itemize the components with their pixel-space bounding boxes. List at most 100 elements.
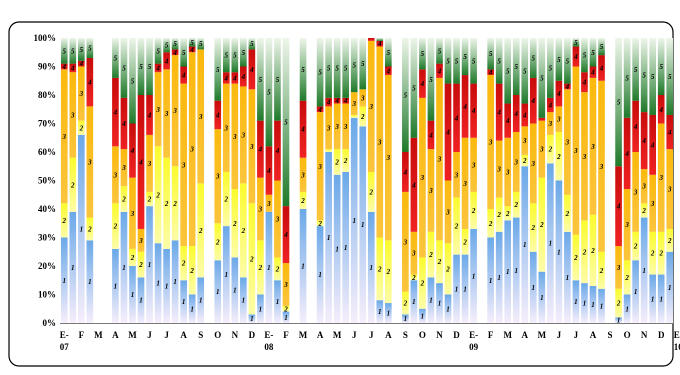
bar-segment-3 — [188, 52, 196, 247]
bar-segment-4 — [214, 100, 222, 130]
bar-segment-5 — [444, 38, 452, 84]
segment-value-label: 2 — [258, 264, 263, 272]
bar-segment-5 — [623, 38, 631, 118]
bar-segment-1 — [120, 211, 128, 323]
bar-segment-5 — [112, 38, 119, 78]
segment-value-label: 5 — [446, 57, 450, 65]
segment-value-label: 3 — [351, 100, 356, 108]
segment-value-label: 5 — [182, 49, 186, 57]
bar-segment-4 — [666, 114, 674, 150]
bar-segment-3 — [529, 123, 537, 204]
bar-group: 1 3 5 — [350, 38, 358, 323]
segment-value-label: 3 — [147, 160, 152, 168]
segment-value-label: 3 — [172, 107, 177, 115]
bar-segment-4 — [180, 66, 187, 84]
bar-segment-4 — [77, 60, 85, 67]
segment-value-label: 4 — [138, 158, 143, 166]
bar-group: 1 2 3 5 — [359, 38, 367, 323]
bar-segment-4 — [342, 97, 349, 104]
segment-value-label: 2 — [513, 201, 518, 209]
segment-value-label: 1 — [344, 244, 348, 252]
bar-segment-2 — [555, 132, 563, 181]
segment-value-label: 1 — [472, 272, 476, 280]
segment-value-label: 4 — [224, 74, 229, 82]
bar-segment-4 — [171, 49, 179, 56]
bar-segment-1 — [274, 280, 281, 323]
bar-segment-2 — [359, 106, 367, 127]
segment-value-label: 1 — [429, 297, 433, 305]
bar-segment-4 — [112, 77, 119, 147]
segment-value-label: 3 — [403, 238, 408, 246]
bar-segment-3 — [154, 72, 162, 147]
bar-group: 1 2 3 4 5 — [410, 38, 418, 323]
bar-group: 1 2 3 4 5 — [77, 38, 85, 323]
bar-segment-3 — [316, 112, 324, 221]
segment-value-label: 5 — [412, 84, 416, 92]
bar-segment-3 — [367, 40, 375, 172]
bar-segment-3 — [69, 72, 77, 158]
segment-value-label: 4 — [513, 110, 518, 118]
x-tick-label: E- — [469, 330, 478, 340]
bar-segment-3 — [325, 106, 332, 150]
bar-group: 1 2 3 4 5 — [453, 38, 460, 323]
segment-value-label: 5 — [88, 44, 92, 52]
segment-value-label: 2 — [232, 220, 237, 228]
bar-group: 1 2 3 4 5 — [214, 38, 222, 323]
bar-segment-5 — [325, 38, 332, 98]
segment-value-label: 4 — [343, 97, 348, 105]
bar-group: 1 2 3 4 5 — [137, 38, 145, 323]
bar-segment-4 — [384, 66, 392, 76]
segment-value-label: 3 — [454, 171, 459, 179]
segment-value-label: 2 — [565, 210, 570, 218]
segment-value-label: 3 — [420, 174, 425, 182]
bar-group: 1 2 3 4 5 — [180, 38, 187, 323]
segment-value-label: 3 — [249, 143, 254, 151]
segment-value-label: 5 — [301, 66, 305, 74]
segment-value-label: 5 — [514, 63, 518, 71]
bar-segment-4 — [632, 100, 639, 152]
bar-segment-4 — [512, 95, 520, 133]
bar-segment-2 — [299, 191, 307, 209]
segment-value-label: 5 — [617, 99, 621, 107]
segment-value-label: 3 — [258, 206, 263, 214]
x-tick-label: M — [333, 330, 342, 340]
segment-value-label: 1 — [216, 288, 220, 296]
segment-value-label: 5 — [114, 54, 118, 62]
bar-segment-3 — [444, 180, 452, 244]
segment-value-label: 2 — [87, 225, 92, 233]
segment-value-label: 3 — [215, 173, 220, 181]
bar-segment-3 — [547, 112, 554, 135]
segment-value-label: 4 — [377, 40, 382, 48]
segment-value-label: 3 — [513, 158, 518, 166]
bar-segment-3 — [504, 137, 512, 207]
bar-segment-2 — [325, 149, 332, 152]
bar-segment-3 — [180, 83, 187, 247]
bar-segment-3 — [470, 137, 477, 192]
segment-value-label: 4 — [147, 111, 152, 119]
bar-segment-2 — [657, 231, 665, 275]
x-tick-label: D — [453, 330, 460, 340]
bar-segment-4 — [538, 117, 546, 121]
segment-value-label: 2 — [155, 191, 160, 199]
bar-segment-1 — [214, 260, 222, 323]
bar-segment-1 — [419, 308, 426, 323]
x-tick-label: J — [147, 330, 152, 340]
segment-value-label: 2 — [386, 268, 391, 276]
y-tick-label: 0% — [43, 318, 57, 328]
segment-value-label: 1 — [566, 274, 570, 282]
bar-group: 1 2 3 4 — [376, 38, 384, 323]
segment-value-label: 4 — [428, 131, 433, 139]
bar-segment-1 — [282, 311, 290, 323]
segment-value-label: 5 — [438, 47, 442, 55]
segment-value-label: 4 — [667, 129, 672, 137]
bar-group: 1 2 3 4 5 — [384, 38, 392, 323]
bar-segment-2 — [222, 171, 230, 227]
segment-value-label: 4 — [300, 126, 305, 134]
bar-segment-3 — [257, 177, 264, 241]
bar-segment-5 — [402, 38, 409, 152]
segment-value-label: 5 — [429, 76, 433, 84]
bar-segment-1 — [257, 294, 264, 323]
bar-segment-1 — [367, 211, 375, 323]
bar-segment-2 — [402, 291, 409, 315]
